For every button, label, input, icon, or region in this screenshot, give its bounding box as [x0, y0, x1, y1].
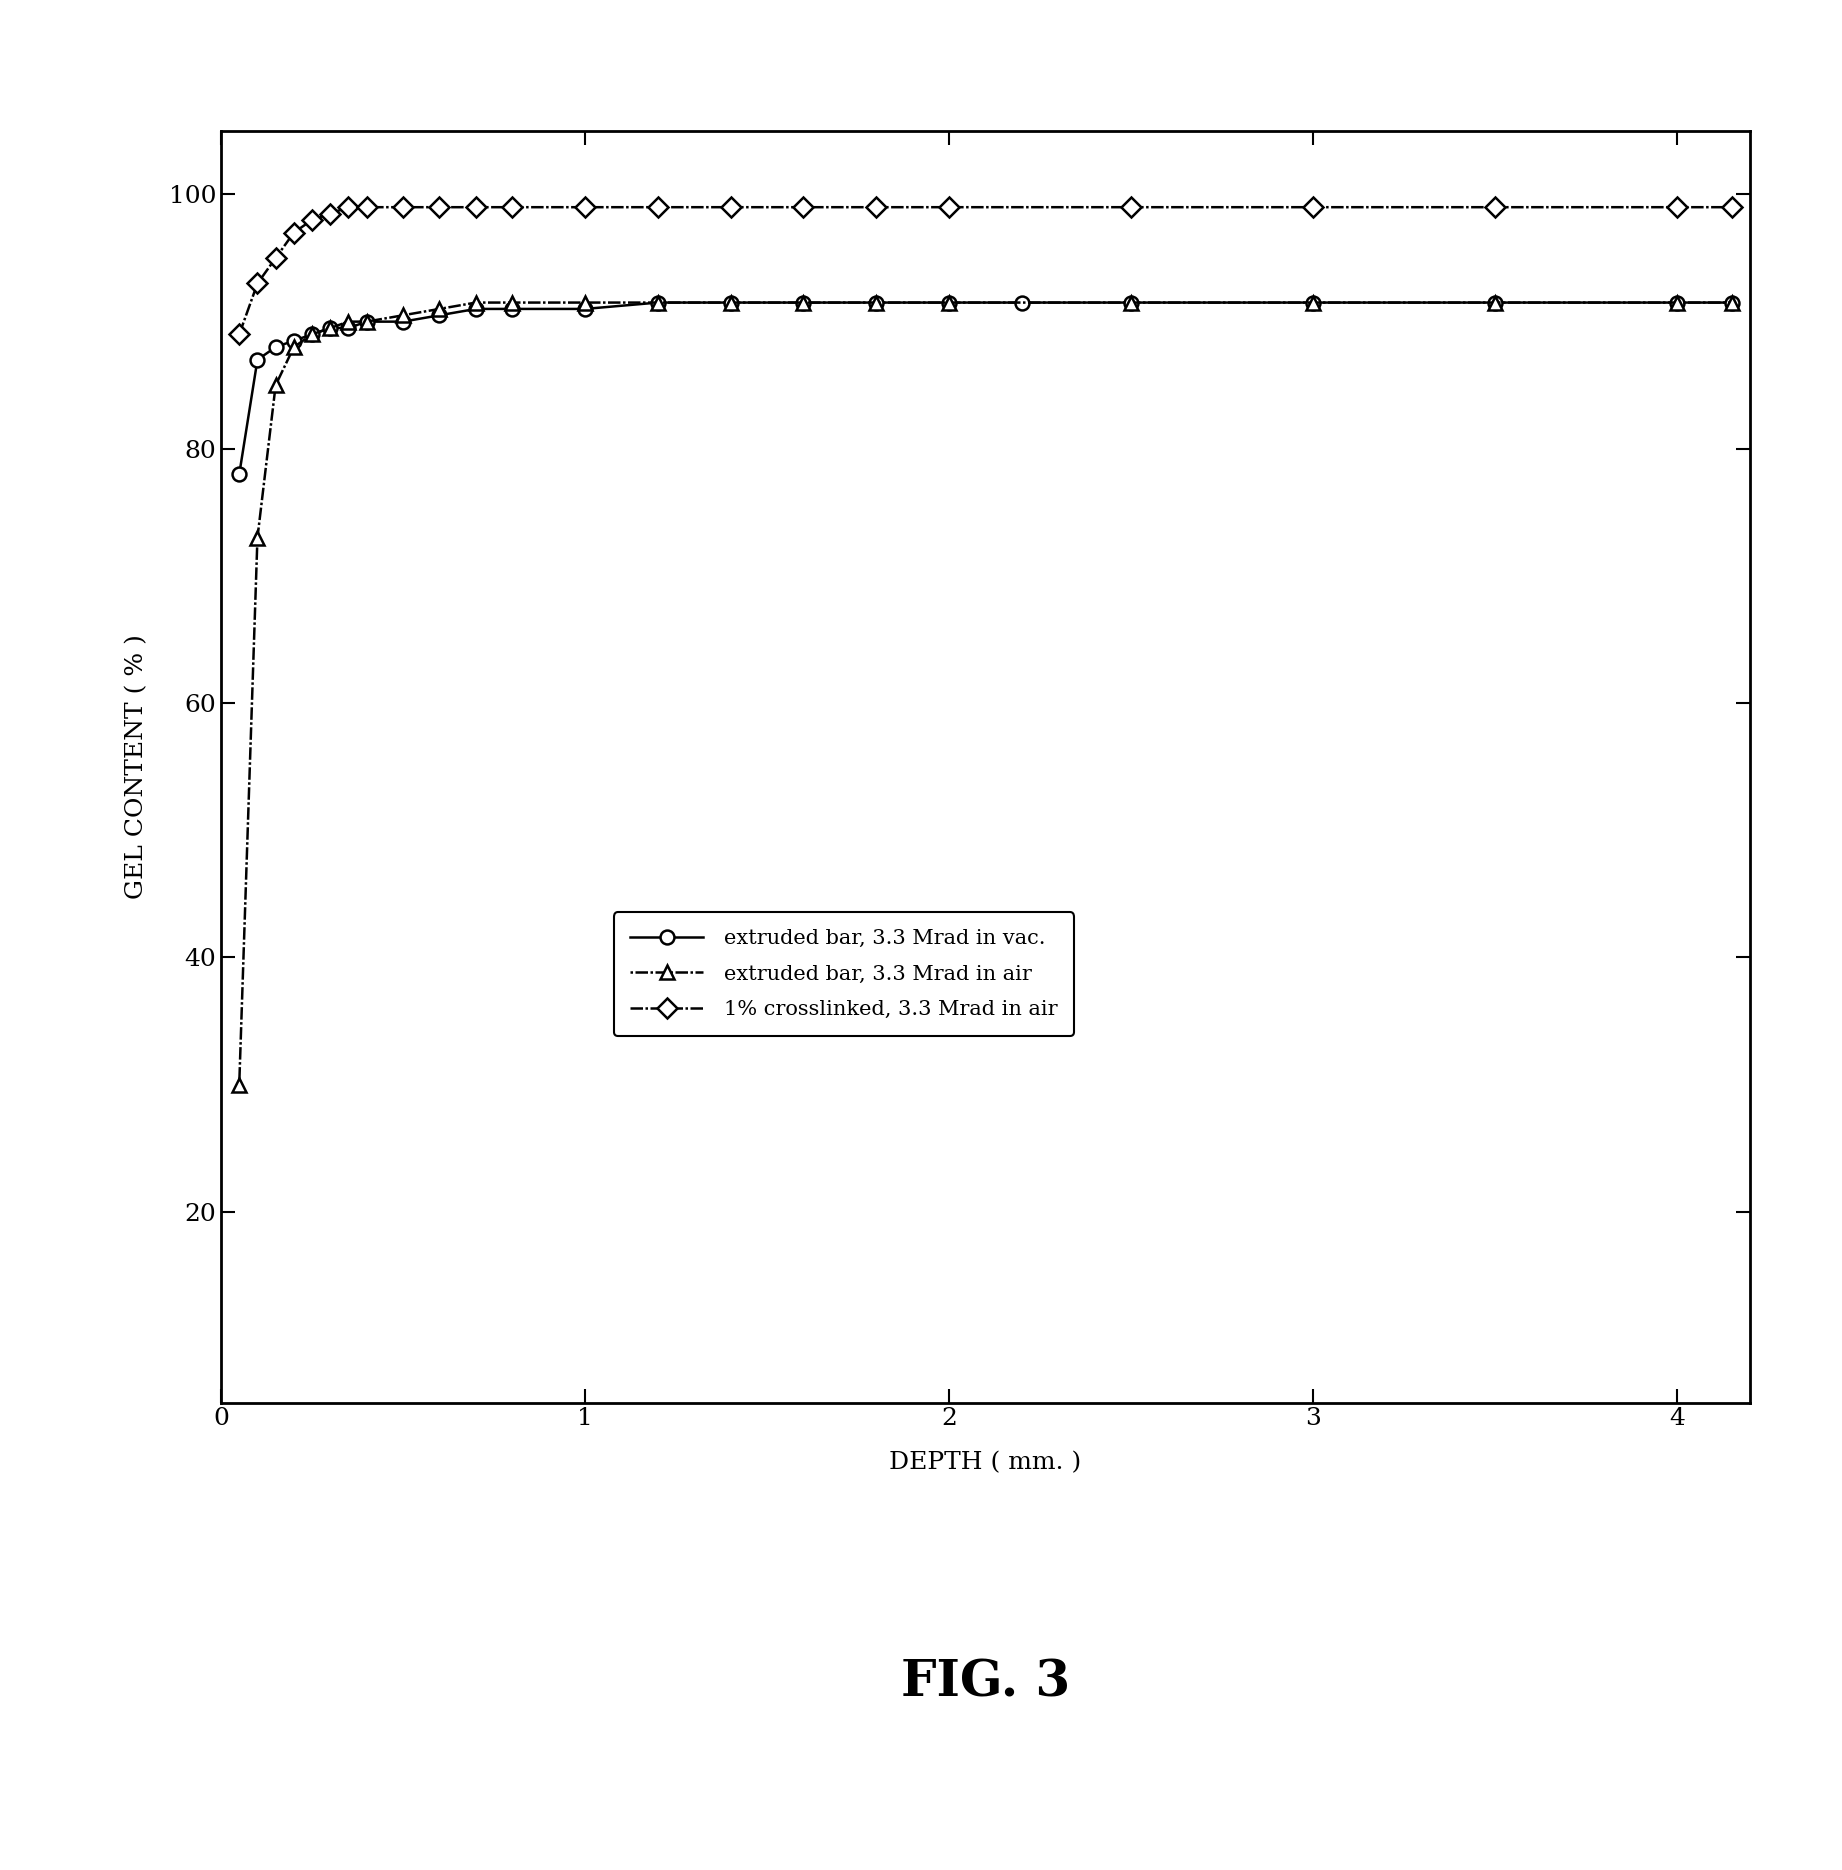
extruded bar, 3.3 Mrad in vac. — [1485, 292, 1507, 314]
extruded bar, 3.3 Mrad in vac. — [1302, 292, 1324, 314]
extruded bar, 3.3 Mrad in vac. — [265, 337, 287, 359]
Legend: extruded bar, 3.3 Mrad in vac., extruded bar, 3.3 Mrad in air, 1% crosslinked, 3: extruded bar, 3.3 Mrad in vac., extruded… — [613, 913, 1074, 1036]
1% crosslinked, 3.3 Mrad in air — [356, 196, 378, 219]
1% crosslinked, 3.3 Mrad in air — [1302, 196, 1324, 219]
extruded bar, 3.3 Mrad in air — [429, 297, 451, 320]
extruded bar, 3.3 Mrad in vac. — [792, 292, 814, 314]
extruded bar, 3.3 Mrad in air — [356, 310, 378, 333]
1% crosslinked, 3.3 Mrad in air — [265, 247, 287, 269]
1% crosslinked, 3.3 Mrad in air — [464, 196, 486, 219]
1% crosslinked, 3.3 Mrad in air — [319, 202, 341, 224]
extruded bar, 3.3 Mrad in air — [247, 527, 269, 550]
extruded bar, 3.3 Mrad in vac. — [647, 292, 669, 314]
extruded bar, 3.3 Mrad in air — [337, 310, 359, 333]
extruded bar, 3.3 Mrad in air — [1665, 292, 1687, 314]
extruded bar, 3.3 Mrad in vac. — [356, 310, 378, 333]
Line: extruded bar, 3.3 Mrad in vac.: extruded bar, 3.3 Mrad in vac. — [232, 295, 1739, 481]
extruded bar, 3.3 Mrad in vac. — [1120, 292, 1142, 314]
extruded bar, 3.3 Mrad in air — [1485, 292, 1507, 314]
extruded bar, 3.3 Mrad in vac. — [575, 297, 597, 320]
extruded bar, 3.3 Mrad in vac. — [866, 292, 888, 314]
extruded bar, 3.3 Mrad in vac. — [720, 292, 742, 314]
Text: FIG. 3: FIG. 3 — [901, 1659, 1070, 1707]
extruded bar, 3.3 Mrad in vac. — [319, 316, 341, 338]
1% crosslinked, 3.3 Mrad in air — [284, 221, 306, 243]
1% crosslinked, 3.3 Mrad in air — [429, 196, 451, 219]
extruded bar, 3.3 Mrad in vac. — [300, 324, 322, 346]
1% crosslinked, 3.3 Mrad in air — [938, 196, 960, 219]
extruded bar, 3.3 Mrad in air — [265, 374, 287, 396]
extruded bar, 3.3 Mrad in vac. — [429, 305, 451, 327]
extruded bar, 3.3 Mrad in air — [720, 292, 742, 314]
extruded bar, 3.3 Mrad in air — [392, 305, 414, 327]
Line: 1% crosslinked, 3.3 Mrad in air: 1% crosslinked, 3.3 Mrad in air — [232, 200, 1739, 342]
extruded bar, 3.3 Mrad in air — [284, 337, 306, 359]
extruded bar, 3.3 Mrad in vac. — [228, 464, 251, 486]
1% crosslinked, 3.3 Mrad in air — [300, 209, 322, 232]
1% crosslinked, 3.3 Mrad in air — [720, 196, 742, 219]
extruded bar, 3.3 Mrad in air — [938, 292, 960, 314]
extruded bar, 3.3 Mrad in vac. — [1720, 292, 1743, 314]
1% crosslinked, 3.3 Mrad in air — [1120, 196, 1142, 219]
1% crosslinked, 3.3 Mrad in air — [647, 196, 669, 219]
1% crosslinked, 3.3 Mrad in air — [228, 324, 251, 346]
extruded bar, 3.3 Mrad in vac. — [1665, 292, 1687, 314]
extruded bar, 3.3 Mrad in air — [501, 292, 523, 314]
1% crosslinked, 3.3 Mrad in air — [1485, 196, 1507, 219]
extruded bar, 3.3 Mrad in air — [647, 292, 669, 314]
1% crosslinked, 3.3 Mrad in air — [1720, 196, 1743, 219]
Line: extruded bar, 3.3 Mrad in air: extruded bar, 3.3 Mrad in air — [232, 295, 1739, 1092]
extruded bar, 3.3 Mrad in air — [319, 316, 341, 338]
1% crosslinked, 3.3 Mrad in air — [1665, 196, 1687, 219]
X-axis label: DEPTH ( mm. ): DEPTH ( mm. ) — [890, 1451, 1081, 1474]
extruded bar, 3.3 Mrad in air — [792, 292, 814, 314]
extruded bar, 3.3 Mrad in air — [1302, 292, 1324, 314]
extruded bar, 3.3 Mrad in vac. — [392, 310, 414, 333]
Y-axis label: GEL CONTENT ( % ): GEL CONTENT ( % ) — [125, 634, 147, 899]
extruded bar, 3.3 Mrad in vac. — [284, 329, 306, 352]
extruded bar, 3.3 Mrad in air — [228, 1073, 251, 1096]
extruded bar, 3.3 Mrad in vac. — [501, 297, 523, 320]
extruded bar, 3.3 Mrad in air — [300, 324, 322, 346]
extruded bar, 3.3 Mrad in air — [866, 292, 888, 314]
1% crosslinked, 3.3 Mrad in air — [501, 196, 523, 219]
1% crosslinked, 3.3 Mrad in air — [247, 273, 269, 295]
extruded bar, 3.3 Mrad in air — [1720, 292, 1743, 314]
extruded bar, 3.3 Mrad in vac. — [1011, 292, 1033, 314]
1% crosslinked, 3.3 Mrad in air — [392, 196, 414, 219]
extruded bar, 3.3 Mrad in vac. — [247, 348, 269, 370]
extruded bar, 3.3 Mrad in vac. — [337, 316, 359, 338]
extruded bar, 3.3 Mrad in air — [575, 292, 597, 314]
extruded bar, 3.3 Mrad in vac. — [464, 297, 486, 320]
extruded bar, 3.3 Mrad in vac. — [938, 292, 960, 314]
1% crosslinked, 3.3 Mrad in air — [792, 196, 814, 219]
1% crosslinked, 3.3 Mrad in air — [866, 196, 888, 219]
extruded bar, 3.3 Mrad in air — [464, 292, 486, 314]
extruded bar, 3.3 Mrad in air — [1120, 292, 1142, 314]
1% crosslinked, 3.3 Mrad in air — [337, 196, 359, 219]
1% crosslinked, 3.3 Mrad in air — [575, 196, 597, 219]
